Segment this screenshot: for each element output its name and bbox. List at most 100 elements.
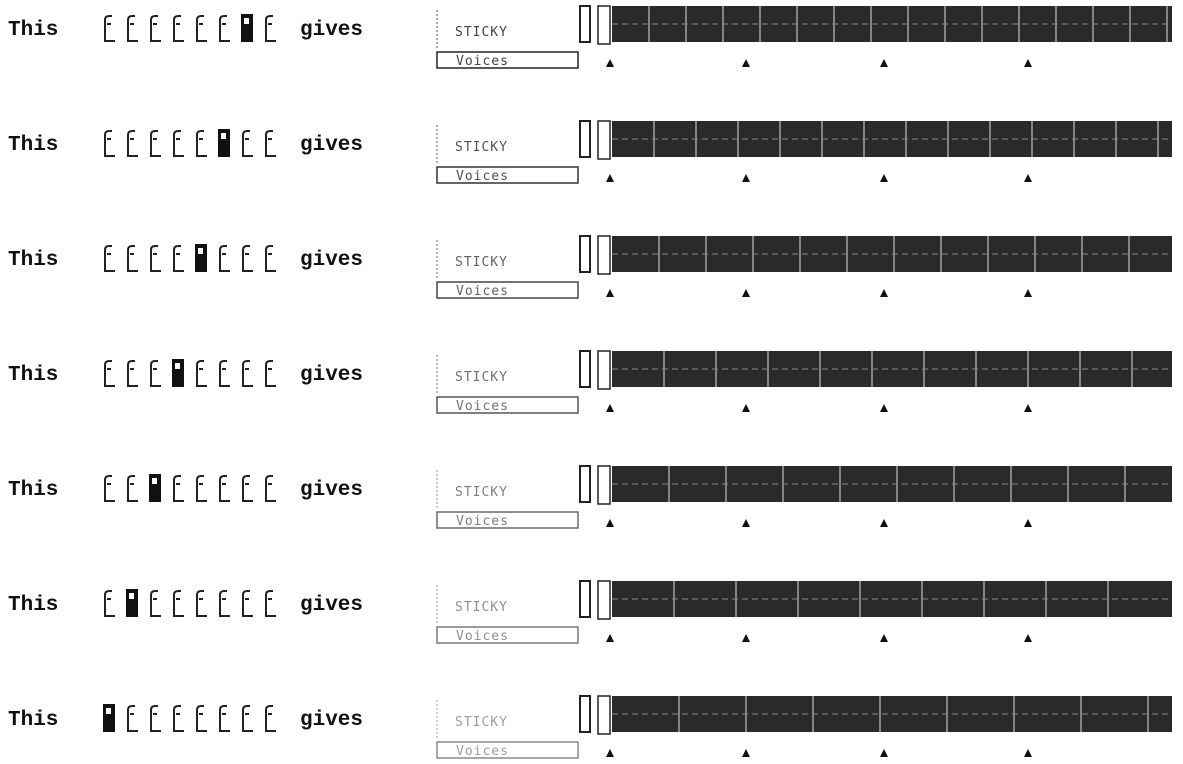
voice-icon[interactable] bbox=[127, 705, 138, 732]
marker bbox=[606, 404, 614, 412]
voice-icon[interactable] bbox=[104, 130, 115, 157]
voice-icon[interactable] bbox=[127, 360, 138, 387]
voices-button[interactable] bbox=[436, 166, 579, 184]
voice-icon[interactable] bbox=[173, 705, 184, 732]
voice-icon[interactable] bbox=[265, 590, 276, 617]
voice-icon[interactable] bbox=[196, 705, 207, 732]
voice-icon[interactable] bbox=[127, 15, 138, 42]
voice-icon[interactable] bbox=[219, 590, 230, 617]
voice-icon[interactable] bbox=[104, 15, 115, 42]
voices-label: Voices bbox=[456, 54, 509, 69]
marker bbox=[1024, 174, 1032, 182]
voice-icon[interactable] bbox=[150, 705, 161, 732]
sticky-panel: STICKY Voices bbox=[436, 240, 579, 299]
voice-icons bbox=[103, 704, 276, 732]
voice-icon[interactable] bbox=[242, 245, 253, 272]
voice-icon[interactable] bbox=[242, 475, 253, 502]
voice-icon[interactable] bbox=[149, 474, 161, 502]
voices-button[interactable] bbox=[436, 741, 579, 759]
row-tail: gives bbox=[300, 364, 363, 387]
voice-icon[interactable] bbox=[126, 589, 138, 617]
row-lead: This bbox=[8, 594, 58, 617]
row-lead: This bbox=[8, 134, 58, 157]
track-bar bbox=[579, 695, 1172, 757]
icon-outline bbox=[150, 360, 158, 387]
voice-icon[interactable] bbox=[173, 15, 184, 42]
voice-icon[interactable] bbox=[196, 360, 207, 387]
icon-outline bbox=[196, 705, 204, 732]
voice-icon[interactable] bbox=[127, 245, 138, 272]
voice-icon[interactable] bbox=[150, 360, 161, 387]
voice-icon[interactable] bbox=[242, 130, 253, 157]
bar-handle bbox=[579, 235, 591, 273]
voice-icon[interactable] bbox=[104, 360, 115, 387]
voice-icon[interactable] bbox=[265, 705, 276, 732]
voice-icon[interactable] bbox=[172, 359, 184, 387]
voice-icon[interactable] bbox=[219, 15, 230, 42]
row-lead: This bbox=[8, 249, 58, 272]
voice-icon[interactable] bbox=[196, 590, 207, 617]
icon-outline bbox=[173, 590, 181, 617]
icon-outline bbox=[219, 245, 227, 272]
voices-label: Voices bbox=[456, 629, 509, 644]
icon-outline bbox=[173, 15, 181, 42]
voice-icon[interactable] bbox=[173, 245, 184, 272]
voice-icon[interactable] bbox=[219, 245, 230, 272]
voice-icon[interactable] bbox=[265, 130, 276, 157]
marker bbox=[880, 749, 888, 757]
voice-icons bbox=[104, 14, 276, 42]
voice-icon[interactable] bbox=[265, 475, 276, 502]
track-bar bbox=[579, 235, 1172, 297]
voice-icon[interactable] bbox=[150, 590, 161, 617]
icon-outline bbox=[173, 130, 181, 157]
icon-outline bbox=[219, 705, 227, 732]
voice-icon[interactable] bbox=[150, 245, 161, 272]
voice-icon[interactable] bbox=[265, 360, 276, 387]
voice-icon[interactable] bbox=[219, 475, 230, 502]
voice-icon[interactable] bbox=[150, 130, 161, 157]
voice-icon[interactable] bbox=[173, 590, 184, 617]
bar-slot bbox=[597, 465, 611, 505]
voice-icon[interactable] bbox=[218, 129, 230, 157]
voices-label: Voices bbox=[456, 514, 509, 529]
icon-outline bbox=[127, 245, 135, 272]
voice-icon[interactable] bbox=[265, 245, 276, 272]
voices-button[interactable] bbox=[436, 396, 579, 414]
track-bar bbox=[579, 5, 1172, 67]
icon-outline bbox=[242, 705, 250, 732]
voice-icon[interactable] bbox=[104, 590, 115, 617]
marker bbox=[606, 634, 614, 642]
voices-button[interactable] bbox=[436, 51, 579, 69]
voice-icon[interactable] bbox=[219, 705, 230, 732]
voice-icon[interactable] bbox=[103, 704, 115, 732]
voice-icon[interactable] bbox=[241, 14, 253, 42]
voice-icon[interactable] bbox=[265, 15, 276, 42]
voices-button[interactable] bbox=[436, 511, 579, 529]
marker bbox=[606, 519, 614, 527]
voice-icons bbox=[104, 474, 276, 502]
marker bbox=[606, 59, 614, 67]
voice-icon[interactable] bbox=[196, 475, 207, 502]
marker bbox=[880, 289, 888, 297]
voice-icon[interactable] bbox=[104, 245, 115, 272]
voice-icon[interactable] bbox=[173, 130, 184, 157]
voice-icon[interactable] bbox=[242, 590, 253, 617]
icon-outline bbox=[150, 130, 158, 157]
voice-icon[interactable] bbox=[242, 360, 253, 387]
voice-icon[interactable] bbox=[195, 244, 207, 272]
row: This gives STICKY Voices bbox=[8, 235, 1172, 299]
voice-icon[interactable] bbox=[127, 475, 138, 502]
voice-icon[interactable] bbox=[150, 15, 161, 42]
voice-icon[interactable] bbox=[196, 15, 207, 42]
voice-icon[interactable] bbox=[173, 475, 184, 502]
voice-icon[interactable] bbox=[242, 705, 253, 732]
voice-icon[interactable] bbox=[219, 360, 230, 387]
voice-icon[interactable] bbox=[196, 130, 207, 157]
marker bbox=[1024, 404, 1032, 412]
voice-icon[interactable] bbox=[104, 475, 115, 502]
bar-handle bbox=[579, 120, 591, 158]
voice-icon[interactable] bbox=[127, 130, 138, 157]
row-tail: gives bbox=[300, 249, 363, 272]
voices-button[interactable] bbox=[436, 281, 579, 299]
voices-button[interactable] bbox=[436, 626, 579, 644]
